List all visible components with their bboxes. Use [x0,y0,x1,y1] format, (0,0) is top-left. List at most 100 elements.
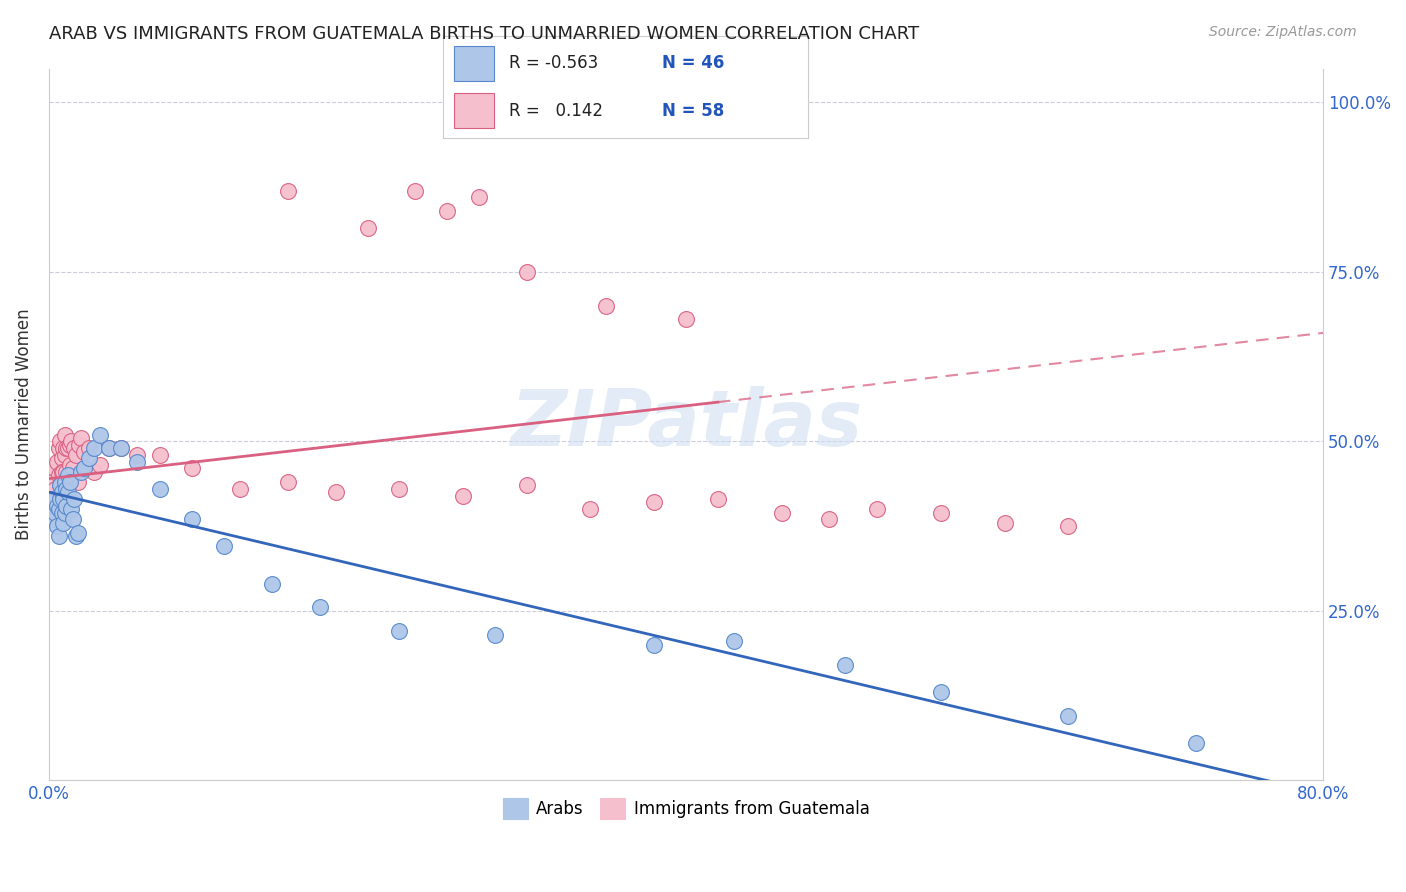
Point [51,465,73,479]
Point [63,441,86,455]
Point [44,482,66,496]
Point [125,448,148,462]
Point [516,478,538,492]
Point [260,576,283,591]
Point [89,458,111,472]
Point [73,461,96,475]
Point [55,499,77,513]
Text: ZIPatlas: ZIPatlas [510,386,862,462]
Text: N = 46: N = 46 [662,54,724,72]
Point [48,502,70,516]
Point [55,465,77,479]
Point [707,491,730,506]
Point [595,299,617,313]
Point [675,312,697,326]
Point [98,441,121,455]
Point [52,516,75,530]
Point [51,485,73,500]
Point [388,624,411,639]
Point [77,451,100,466]
Point [643,495,665,509]
Point [929,685,952,699]
Point [53,448,76,462]
Bar [454,93,494,128]
Point [60,502,83,516]
Text: R =   0.142: R = 0.142 [509,102,603,120]
Point [56,468,79,483]
Bar [454,45,494,81]
Point [65,529,87,543]
Legend: Arabs, Immigrants from Guatemala: Arabs, Immigrants from Guatemala [496,792,876,825]
Point [125,455,148,469]
Point [818,512,841,526]
Point [77,441,100,455]
Point [149,482,172,496]
Point [44,506,66,520]
Point [308,600,330,615]
Text: ARAB VS IMMIGRANTS FROM GUATEMALA BIRTHS TO UNMARRIED WOMEN CORRELATION CHART: ARAB VS IMMIGRANTS FROM GUATEMALA BIRTHS… [49,25,920,43]
Point [41,475,63,489]
Point [63,491,86,506]
Point [994,516,1017,530]
Point [42,512,65,526]
Point [181,512,204,526]
Point [212,540,235,554]
Point [59,438,82,452]
Point [55,482,77,496]
Point [53,475,76,489]
Point [41,491,63,506]
Point [866,502,889,516]
Point [69,465,91,479]
Point [436,203,458,218]
Point [110,441,132,455]
Point [49,478,72,492]
Text: R = -0.563: R = -0.563 [509,54,598,72]
Text: N = 58: N = 58 [662,102,724,120]
Point [1057,519,1080,533]
Point [468,190,491,204]
Point [356,220,378,235]
Point [59,475,82,489]
Point [62,461,84,475]
Text: Source: ZipAtlas.com: Source: ZipAtlas.com [1209,25,1357,39]
Point [277,475,299,489]
Point [45,499,67,513]
Point [45,519,67,533]
Point [49,478,72,492]
Point [59,458,82,472]
Point [67,438,90,452]
Point [89,427,111,442]
Point [52,441,75,455]
Point [388,482,411,496]
Point [60,434,83,449]
Point [48,529,70,543]
Point [404,184,426,198]
Point [49,434,72,449]
Point [516,265,538,279]
Point [45,455,67,469]
Point [579,502,602,516]
Point [770,506,793,520]
Point [56,485,79,500]
Point [62,512,84,526]
Point [83,465,105,479]
Point [56,441,79,455]
Point [48,441,70,455]
Point [325,485,347,500]
Point [48,468,70,483]
Point [55,441,77,455]
Point [73,444,96,458]
Point [42,461,65,475]
Point [52,491,75,506]
Point [229,482,252,496]
Point [181,461,204,475]
Point [51,506,73,520]
Point [65,448,87,462]
Point [66,475,89,489]
Point [49,491,72,506]
Point [834,658,856,673]
Y-axis label: Births to Unmarried Women: Births to Unmarried Women [15,309,32,541]
Point [277,184,299,198]
Point [98,441,121,455]
Point [1057,709,1080,723]
